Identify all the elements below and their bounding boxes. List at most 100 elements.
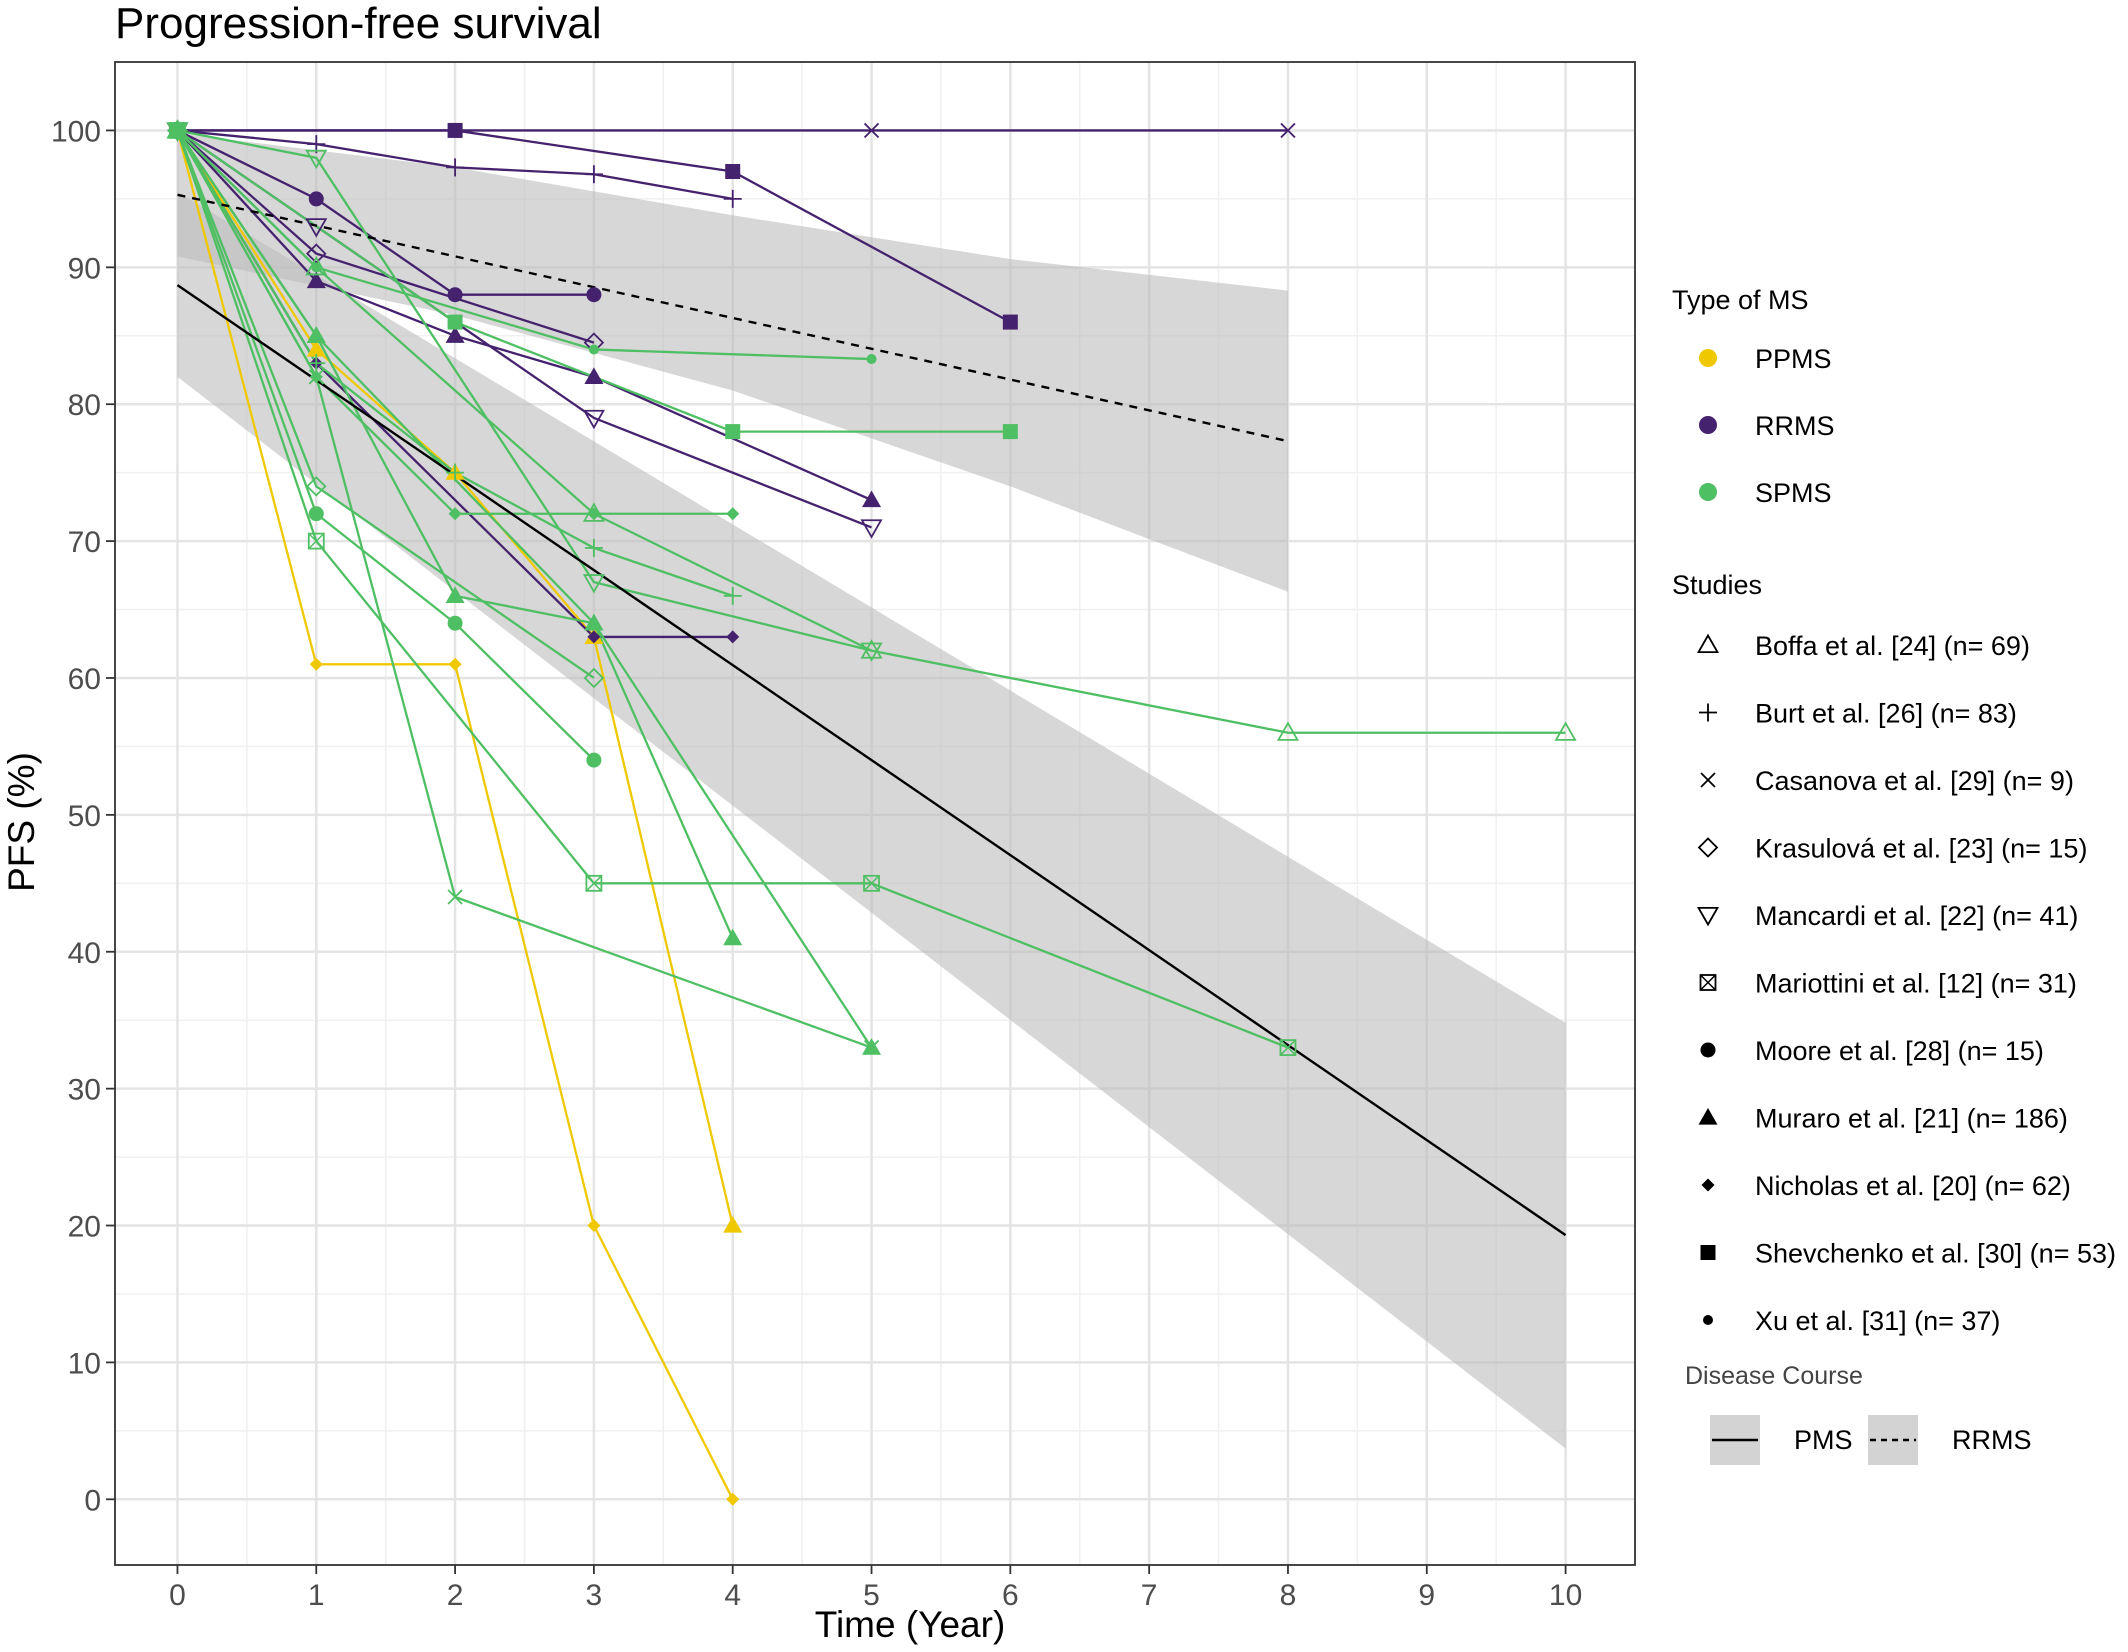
legend-study-label: Krasulová et al. [23] (n= 15)	[1755, 834, 2087, 864]
legend-course-label: PMS	[1794, 1425, 1853, 1455]
data-point	[308, 506, 324, 522]
legend-study-label: Muraro et al. [21] (n= 186)	[1755, 1104, 2068, 1134]
legend-color-swatch	[1699, 416, 1717, 434]
y-tick-label: 30	[68, 1074, 101, 1107]
data-point	[1554, 721, 1577, 741]
data-point	[584, 367, 604, 384]
legend-study-label: Nicholas et al. [20] (n= 62)	[1755, 1171, 2071, 1201]
data-point	[445, 586, 465, 603]
data-point	[584, 165, 603, 184]
data-point	[725, 424, 741, 440]
data-point	[726, 630, 740, 644]
y-tick-label: 10	[68, 1347, 101, 1380]
data-point	[860, 519, 883, 539]
data-point	[862, 490, 882, 508]
data-point	[307, 354, 326, 373]
data-point	[169, 122, 186, 139]
data-point	[587, 1219, 601, 1233]
data-point	[863, 874, 880, 892]
data-point	[723, 189, 742, 208]
series-line	[176, 129, 872, 1049]
legend-study-label: Mariottini et al. [12] (n= 31)	[1755, 969, 2077, 999]
legend-shape-small-circle	[1703, 1315, 1713, 1325]
x-tick-label: 8	[1280, 1579, 1297, 1612]
y-tick-label: 60	[68, 663, 101, 696]
x-tick-label: 3	[586, 1579, 603, 1612]
data-point	[723, 586, 742, 605]
x-tick-label: 1	[308, 1579, 325, 1612]
series-line	[176, 130, 595, 761]
legend-study-label: Boffa et al. [24] (n= 69)	[1755, 631, 2030, 661]
data-point	[447, 314, 463, 330]
data-point	[582, 409, 605, 430]
legend-shape-diamond-open	[1697, 837, 1719, 858]
data-point	[586, 752, 602, 768]
regression-line-pms	[176, 284, 1567, 1237]
data-point	[447, 615, 463, 631]
legend: Type of MS Studies Disease Course PPMS RR…	[1672, 285, 2116, 1465]
legend-shape-triangle-open	[1696, 633, 1720, 654]
data-point	[446, 463, 465, 482]
legend-shape-circle	[1700, 1042, 1716, 1058]
data-point	[445, 326, 465, 343]
data-point	[584, 613, 604, 631]
data-point	[309, 657, 323, 671]
series-points	[166, 119, 1577, 1506]
data-point	[447, 122, 463, 138]
data-point	[306, 326, 326, 343]
x-tick-label: 2	[447, 1579, 464, 1612]
data-point	[307, 532, 325, 550]
legend-course-label: RRMS	[1952, 1425, 2032, 1455]
data-point	[860, 642, 883, 662]
data-point	[448, 507, 462, 521]
legend-study-label: Shevchenko et al. [30] (n= 53)	[1755, 1239, 2116, 1269]
y-tick-label: 100	[51, 115, 101, 148]
data-point	[447, 889, 463, 905]
series-line	[176, 129, 1566, 734]
data-point	[726, 1492, 740, 1506]
data-point	[308, 191, 324, 207]
data-point	[1276, 721, 1300, 741]
series-line	[176, 129, 595, 344]
legend-studies-title: Studies	[1672, 570, 1762, 600]
data-point	[723, 1216, 743, 1233]
data-point	[860, 639, 883, 659]
data-point	[306, 271, 326, 289]
legend-study-label: Xu et al. [31] (n= 37)	[1755, 1306, 2000, 1336]
x-tick-label: 0	[169, 1579, 186, 1612]
y-tick-label: 70	[68, 526, 101, 559]
regression-line-rrms	[177, 193, 1289, 443]
legend-shape-square-cross	[1699, 974, 1717, 991]
data-point	[582, 574, 605, 594]
data-point	[588, 344, 599, 355]
legend-color-swatch	[1699, 349, 1717, 367]
legend-type-label: RRMS	[1755, 411, 1835, 441]
series-line	[177, 129, 1011, 324]
legend-course-title: Disease Course	[1685, 1362, 1863, 1390]
data-point	[447, 287, 463, 303]
legend-type-label: SPMS	[1755, 478, 1832, 508]
data-point	[305, 218, 328, 238]
legend-color-swatch	[1699, 483, 1717, 501]
data-point	[305, 149, 328, 170]
y-axis-label: PFS (%)	[1, 752, 42, 892]
data-point	[726, 507, 740, 521]
data-point	[308, 369, 324, 385]
legend-study-label: Mancardi et al. [22] (n= 41)	[1755, 901, 2078, 931]
legend-study-label: Casanova et al. [29] (n= 9)	[1755, 766, 2074, 796]
legend-shape-plus	[1699, 703, 1717, 722]
x-tick-label: 9	[1418, 1579, 1435, 1612]
series-line	[176, 129, 594, 296]
data-point	[583, 667, 605, 689]
legend-type-title: Type of MS	[1672, 285, 1809, 315]
legend-shape-triangle	[1698, 1108, 1718, 1125]
data-point	[1002, 424, 1018, 440]
data-point	[723, 928, 743, 946]
x-axis-label: Time (Year)	[815, 1604, 1006, 1645]
chart-title: Progression-free survival	[115, 0, 602, 48]
confidence-band-pms	[177, 192, 1566, 1449]
series-line	[176, 130, 595, 679]
data-point	[446, 158, 465, 177]
data-point	[311, 262, 322, 273]
